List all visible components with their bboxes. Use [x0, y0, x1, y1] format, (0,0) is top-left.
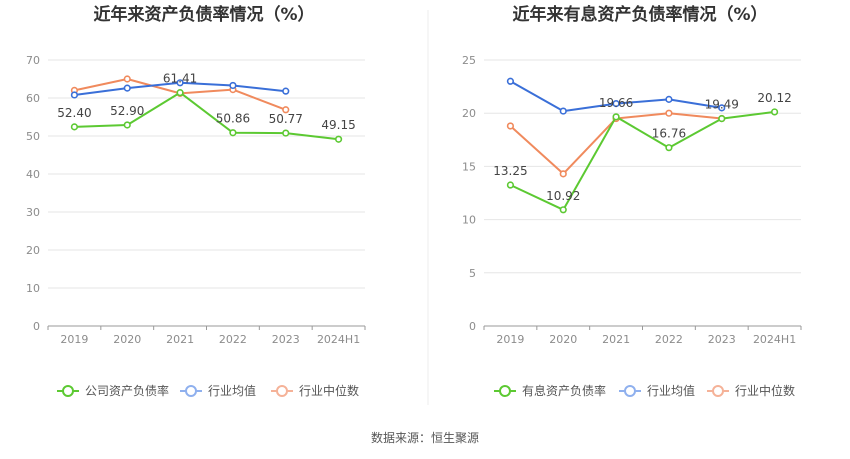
data-point [334, 135, 343, 143]
data-point [123, 121, 131, 129]
data-point [176, 89, 184, 97]
data-point [123, 75, 131, 83]
chart-panel-2: 近年来有息资产负债率情况（%） 0 5 10 15 20 25 2019 2020 2021 202… [462, 4, 802, 398]
data-point [506, 122, 515, 130]
data-label: 20.12 [757, 91, 791, 105]
x-tick-label: 2024H1 [317, 333, 360, 346]
y-tick-label: 0 [33, 320, 40, 333]
data-label: 19.49 [705, 98, 739, 112]
series-line-0 [74, 91, 339, 141]
x-tick-label: 2021 [602, 333, 630, 346]
data-label: 61.41 [163, 72, 197, 86]
x-tick-label: 2019 [496, 333, 524, 346]
data-point [612, 113, 620, 121]
data-point [612, 100, 620, 108]
data-point [506, 181, 515, 189]
data-label: 52.90 [110, 104, 144, 118]
legend-swatch-marker [712, 385, 724, 397]
data-point [506, 77, 515, 85]
data-point [282, 129, 290, 137]
chart-panel-1: 近年来资产负债率情况（%） 0 10 20 30 40 50 60 70 2019 2020 2021… [26, 4, 366, 398]
data-label: 50.77 [269, 112, 303, 126]
data-point [770, 108, 779, 116]
series-line-2 [509, 112, 722, 175]
data-point [229, 129, 237, 137]
data-label: 50.86 [216, 112, 250, 126]
legend-label: 行业中位数 [299, 383, 359, 398]
x-tick-label: 2020 [113, 333, 141, 346]
legend-item: 公司资产负债率 [57, 383, 169, 398]
legend-swatch-marker [624, 385, 636, 397]
x-tick-label: 2023 [708, 333, 736, 346]
y-tick-label: 30 [26, 206, 40, 219]
data-label: 52.40 [57, 106, 91, 120]
x-tick-label: 2023 [272, 333, 300, 346]
data-label: 49.15 [321, 118, 355, 132]
data-point [665, 109, 673, 117]
y-tick-label: 50 [26, 130, 40, 143]
source-note: 数据来源：恒生聚源 [371, 430, 479, 445]
legend-label: 行业中位数 [735, 383, 795, 398]
legend-swatch-marker [62, 385, 74, 397]
legend-item: 行业均值 [180, 383, 256, 398]
chart-title: 近年来有息资产负债率情况（%） [512, 4, 767, 25]
y-tick-label: 60 [26, 92, 40, 105]
x-tick-label: 2021 [166, 333, 194, 346]
x-tick-label: 2020 [549, 333, 577, 346]
y-tick-label: 25 [462, 54, 476, 67]
y-tick-label: 10 [26, 282, 40, 295]
legend-swatch-marker [499, 385, 511, 397]
data-point [718, 115, 726, 123]
legend-label: 公司资产负债率 [85, 383, 169, 398]
y-tick-label: 15 [462, 160, 476, 173]
data-label: 10.92 [546, 189, 580, 203]
legend-label: 行业均值 [208, 383, 256, 398]
legend-swatch-marker [276, 385, 288, 397]
y-tick-label: 20 [26, 244, 40, 257]
legend-label: 有息资产负债率 [522, 383, 606, 398]
data-point [718, 104, 726, 112]
legend-item: 行业中位数 [271, 383, 359, 398]
x-tick-label: 2022 [219, 333, 247, 346]
y-tick-label: 20 [462, 107, 476, 120]
y-tick-label: 40 [26, 168, 40, 181]
x-tick-label: 2022 [655, 333, 683, 346]
data-point [665, 95, 673, 103]
data-label: 19.66 [599, 96, 633, 110]
x-tick-label: 2019 [60, 333, 88, 346]
legend-label: 行业均值 [647, 383, 695, 398]
data-point [282, 87, 290, 95]
legend-item: 行业均值 [619, 383, 695, 398]
data-point [123, 84, 131, 92]
data-point [559, 107, 567, 115]
legend-item: 有息资产负债率 [494, 383, 606, 398]
x-tick-label: 2024H1 [753, 333, 796, 346]
chart-title: 近年来资产负债率情况（%） [93, 4, 314, 25]
data-point [559, 206, 567, 214]
data-point [229, 81, 237, 90]
y-tick-label: 10 [462, 214, 476, 227]
y-tick-label: 70 [26, 54, 40, 67]
series-line-0 [509, 110, 775, 211]
data-label: 16.76 [652, 127, 686, 141]
y-tick-label: 5 [469, 267, 476, 280]
legend-item: 行业中位数 [707, 383, 795, 398]
y-tick-label: 0 [469, 320, 476, 333]
data-point [282, 106, 290, 114]
data-point [176, 79, 184, 87]
data-label: 13.25 [493, 164, 527, 178]
data-point [559, 170, 567, 178]
data-point [665, 144, 673, 152]
data-point [70, 91, 79, 99]
data-point [70, 123, 79, 131]
legend-swatch-marker [185, 385, 197, 397]
